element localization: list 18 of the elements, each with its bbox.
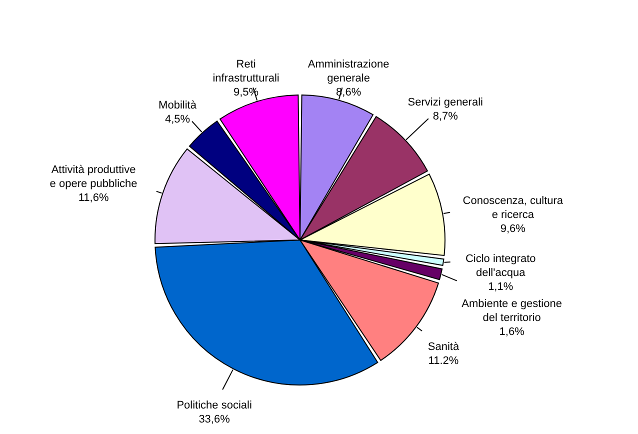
slice-label: Attività produttive e opere pubbliche <box>50 164 138 190</box>
slice-label: Mobilità <box>158 99 198 112</box>
slice-label: Ambiente e gestione del territorio <box>462 298 562 324</box>
data-label: 11,6% <box>78 192 109 204</box>
slice-label: Reti infrastrutturali <box>212 58 280 85</box>
legend-label: Ciclo integrato dell'acqua <box>465 252 536 279</box>
slice-label: Politiche sociali <box>176 400 252 412</box>
data-label: 9,6% <box>500 222 526 235</box>
data-label: 33,6% <box>198 414 230 426</box>
slice-label: Sanità <box>428 341 460 354</box>
slice-label: Servizi generali <box>408 96 483 109</box>
data-label: 8,7% <box>432 110 458 123</box>
slice-label: Amministrazione generale <box>308 58 390 85</box>
data-label: 1,1% <box>488 280 514 293</box>
data-label: 1,6% <box>499 326 525 338</box>
slice-label: Conoscenza, cultura e ricerca <box>462 194 564 221</box>
data-label: 11.2% <box>428 355 459 368</box>
data-label: 4,5% <box>164 113 190 126</box>
